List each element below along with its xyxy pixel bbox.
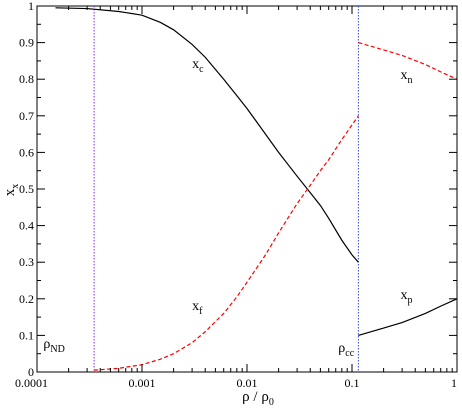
label-xp-sub: p <box>408 295 413 306</box>
series-lines <box>55 7 458 371</box>
y-tick-label: 0.8 <box>19 72 34 86</box>
y-tick-label: 0.1 <box>19 328 34 342</box>
label-xf-sub: f <box>199 306 203 317</box>
y-tick-label: 0.6 <box>19 145 34 159</box>
series-line-x_f <box>94 115 359 371</box>
label-xp-base: x <box>401 288 408 303</box>
label-xc-sub: c <box>199 64 204 75</box>
x-tick-label: 0.0001 <box>15 376 48 390</box>
label-xc: xc <box>192 57 204 75</box>
series-line-x_n <box>358 42 458 80</box>
plot-frame <box>36 5 458 373</box>
x-axis-title: ρ / ρ0 <box>242 389 274 408</box>
y-axis-title: xx <box>2 184 21 197</box>
label-xn: xn <box>401 68 413 86</box>
label-xf-base: x <box>192 299 199 314</box>
series-line-x_p <box>358 298 458 336</box>
label-rho-cc-base: ρ <box>338 341 345 356</box>
label-xc-base: x <box>192 57 199 72</box>
y-tick-label: 0.4 <box>19 219 34 233</box>
x-tick-label: 0.1 <box>345 376 360 390</box>
y-axis: 0 0.1 0.2 0.3 0.4 0.5 0.6 0.7 0.8 0.9 1 <box>19 0 457 379</box>
x-tick-label: 0.01 <box>237 376 258 390</box>
label-xp: xp <box>401 288 413 306</box>
label-rho-nd-sub: ND <box>50 344 64 355</box>
x-axis-title-base: ρ / ρ <box>242 389 269 405</box>
label-rho-cc-sub: cc <box>345 348 354 359</box>
y-tick-label: 0.5 <box>19 182 34 196</box>
y-tick-label: 0 <box>28 365 34 379</box>
y-tick-label: 0.2 <box>19 292 34 306</box>
vertical-markers <box>93 6 359 372</box>
x-tick-label: 0.001 <box>129 376 156 390</box>
y-tick-label: 0.7 <box>19 109 34 123</box>
label-xn-sub: n <box>408 75 413 86</box>
plot-border <box>36 5 458 373</box>
y-tick-label: 1 <box>28 0 34 13</box>
x-axis-title-sub: 0 <box>269 397 274 408</box>
y-axis-title-sub: x <box>10 184 21 189</box>
label-rho-cc: ρcc <box>338 341 354 359</box>
y-axis-title-base: x <box>2 188 18 196</box>
y-tick-label: 0.3 <box>19 255 34 269</box>
series-line-x_c <box>55 7 359 263</box>
y-tick-label: 0.9 <box>19 36 34 50</box>
x-tick-label: 1 <box>451 376 457 390</box>
label-rho-nd: ρND <box>43 337 64 355</box>
label-xf: xf <box>192 299 203 317</box>
x-axis: 0.0001 0.001 0.01 0.1 1 <box>15 6 458 390</box>
label-xn-base: x <box>401 68 408 83</box>
label-rho-nd-base: ρ <box>43 337 50 352</box>
